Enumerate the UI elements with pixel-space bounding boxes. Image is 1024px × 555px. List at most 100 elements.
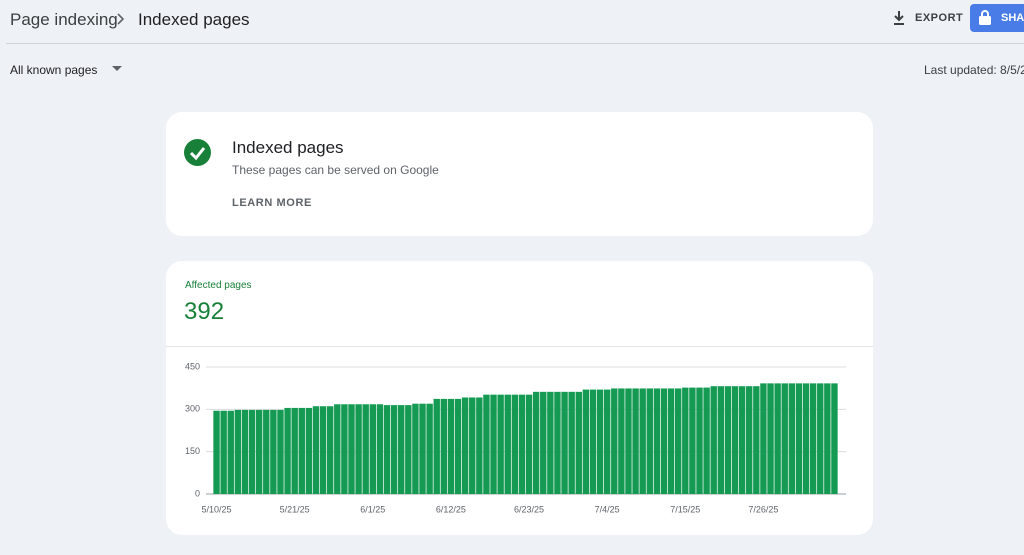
bar — [490, 394, 497, 494]
bar — [298, 407, 305, 494]
status-title: Indexed pages — [232, 138, 344, 157]
bar — [561, 391, 568, 494]
export-button[interactable]: EXPORT — [915, 12, 964, 24]
bar — [788, 383, 796, 494]
filter-dropdown[interactable]: All known pages — [10, 63, 98, 77]
x-tick-label: 6/23/25 — [514, 504, 544, 514]
bar — [682, 387, 689, 494]
x-tick-label: 6/1/25 — [360, 504, 385, 514]
bar — [355, 404, 362, 494]
bar — [774, 383, 781, 494]
bar — [703, 387, 710, 494]
bar — [781, 383, 788, 494]
bar — [220, 410, 227, 494]
bar — [547, 391, 554, 494]
bar — [731, 386, 739, 494]
bar — [405, 405, 412, 494]
bar — [227, 410, 234, 494]
bar — [639, 388, 646, 494]
status-description: These pages can be served on Google — [232, 163, 439, 177]
x-tick-label: 5/10/25 — [202, 504, 232, 514]
bar — [497, 394, 504, 494]
bar — [213, 410, 220, 494]
share-label: SHA — [1001, 12, 1024, 24]
chevron-icon — [117, 13, 125, 25]
y-tick-label: 300 — [185, 404, 200, 414]
x-tick-label: 7/26/25 — [748, 504, 778, 514]
bar — [270, 409, 277, 494]
chart-subtitle: 392 — [184, 298, 225, 325]
bar — [284, 407, 291, 494]
bar — [795, 383, 803, 494]
bar — [326, 406, 334, 494]
bar — [248, 409, 256, 494]
bar — [383, 405, 391, 494]
bar — [476, 397, 483, 494]
bar — [390, 405, 398, 494]
learn-more-link[interactable]: LEARN MORE — [232, 197, 312, 209]
bar — [618, 388, 625, 494]
bar — [255, 409, 263, 494]
bar — [305, 407, 313, 494]
bar — [454, 398, 462, 494]
bar — [334, 404, 341, 494]
bar — [277, 409, 284, 494]
last-updated: Last updated: 8/5/2 — [924, 63, 1024, 77]
bar — [319, 406, 327, 494]
bar — [746, 386, 753, 494]
share-button[interactable]: SHA — [970, 4, 1024, 32]
bar — [760, 383, 767, 494]
check-icon — [184, 139, 211, 166]
x-tick-label: 7/15/25 — [670, 504, 700, 514]
bar — [362, 404, 369, 494]
bar — [376, 404, 384, 494]
bar — [518, 394, 526, 494]
lock-icon — [979, 10, 991, 25]
breadcrumb-current: Indexed pages — [138, 10, 250, 29]
bar — [611, 388, 618, 494]
bar — [412, 403, 419, 494]
bar — [341, 404, 348, 494]
bar — [710, 386, 717, 494]
bar — [426, 403, 433, 494]
bar — [369, 404, 377, 494]
bar — [809, 383, 817, 494]
bar — [667, 388, 675, 494]
bar — [738, 386, 746, 494]
bar — [646, 388, 653, 494]
bar — [625, 388, 632, 494]
bar — [554, 391, 561, 494]
bar — [234, 409, 242, 494]
x-tick-label: 5/21/25 — [280, 504, 310, 514]
bar — [717, 386, 725, 494]
bar — [241, 409, 249, 494]
bar — [419, 403, 426, 494]
breadcrumb-parent[interactable]: Page indexing — [10, 10, 118, 29]
bar — [767, 383, 774, 494]
y-tick-label: 450 — [185, 361, 200, 371]
bar — [312, 406, 320, 494]
bar — [525, 394, 533, 494]
bar — [511, 394, 519, 494]
bar — [632, 388, 639, 494]
status-card: Indexed pages These pages can be served … — [166, 112, 873, 236]
bar — [440, 398, 448, 494]
bar — [582, 389, 590, 494]
bar — [802, 383, 810, 494]
bar — [660, 388, 668, 494]
bar — [603, 389, 611, 494]
bar — [674, 388, 682, 494]
bar — [263, 409, 270, 494]
bar — [568, 391, 575, 494]
x-tick-label: 7/4/25 — [595, 504, 620, 514]
bar — [696, 387, 703, 494]
bar — [653, 388, 661, 494]
download-icon — [894, 11, 904, 25]
bar — [447, 398, 455, 494]
bar — [540, 391, 547, 494]
bar — [348, 404, 355, 494]
card-divider — [166, 346, 873, 347]
bar — [469, 397, 476, 494]
